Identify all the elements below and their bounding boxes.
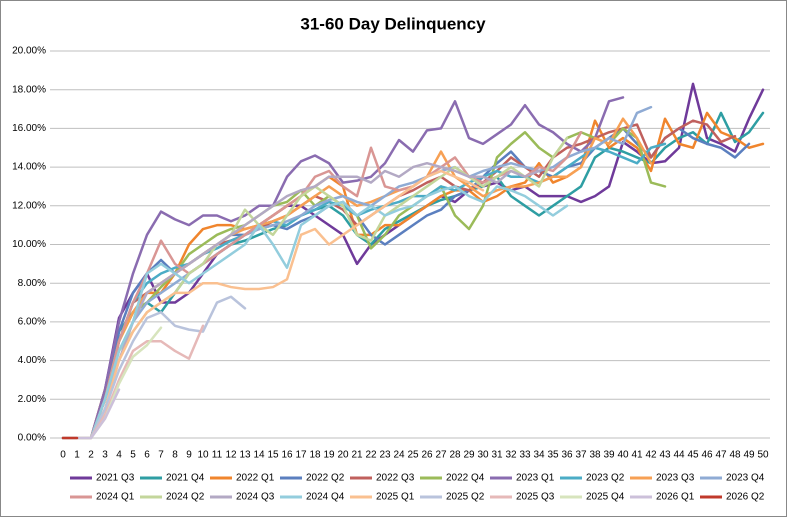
legend-label: 2022 Q4	[446, 473, 485, 484]
y-tick-label: 18.00%	[12, 84, 46, 95]
x-tick-label: 40	[617, 450, 629, 461]
legend-label: 2026 Q2	[726, 492, 765, 503]
x-tick-label: 37	[575, 450, 587, 461]
x-tick-label: 11	[212, 450, 223, 461]
y-tick-label: 2.00%	[18, 394, 46, 405]
x-tick-label: 18	[309, 450, 321, 461]
x-tick-label: 35	[547, 450, 559, 461]
chart-title: 31-60 Day Delinquency	[300, 14, 486, 33]
x-tick-label: 4	[116, 450, 122, 461]
x-tick-label: 23	[379, 450, 391, 461]
legend-label: 2025 Q4	[586, 492, 625, 503]
legend-label: 2024 Q1	[96, 492, 135, 503]
y-tick-label: 6.00%	[18, 317, 46, 328]
x-tick-label: 20	[337, 450, 349, 461]
x-tick-label: 8	[172, 450, 178, 461]
legend-label: 2023 Q2	[586, 473, 625, 484]
x-tick-label: 15	[267, 450, 279, 461]
series-line	[61, 111, 765, 440]
legend-label: 2022 Q2	[306, 473, 345, 484]
x-tick-label: 25	[407, 450, 419, 461]
x-tick-label: 12	[225, 450, 237, 461]
x-tick-label: 0	[60, 450, 66, 461]
x-tick-label: 3	[102, 450, 108, 461]
legend-label: 2022 Q1	[236, 473, 275, 484]
y-tick-label: 0.00%	[18, 433, 46, 444]
x-tick-label: 42	[645, 450, 657, 461]
x-tick-label: 13	[239, 450, 251, 461]
x-tick-label: 44	[673, 450, 685, 461]
x-tick-label: 33	[519, 450, 531, 461]
x-tick-label: 1	[74, 450, 80, 461]
x-tick-label: 29	[463, 450, 475, 461]
x-tick-label: 24	[393, 450, 405, 461]
legend-label: 2023 Q4	[726, 473, 765, 484]
x-tick-label: 10	[197, 450, 209, 461]
x-tick-label: 9	[186, 450, 192, 461]
x-tick-label: 16	[281, 450, 293, 461]
legend-label: 2021 Q4	[166, 473, 205, 484]
series-line	[61, 96, 625, 440]
legend-label: 2022 Q3	[376, 473, 415, 484]
x-tick-label: 30	[477, 450, 489, 461]
x-tick-label: 50	[757, 450, 769, 461]
x-tick-label: 46	[701, 450, 713, 461]
legend-label: 2023 Q1	[516, 473, 555, 484]
x-tick-label: 22	[365, 450, 377, 461]
x-tick-label: 32	[505, 450, 517, 461]
x-tick-label: 5	[130, 450, 136, 461]
y-tick-label: 4.00%	[18, 355, 46, 366]
series-line	[61, 161, 541, 440]
x-tick-label: 43	[659, 450, 671, 461]
x-tick-label: 27	[435, 450, 447, 461]
x-tick-label: 38	[589, 450, 601, 461]
x-tick-label: 45	[687, 450, 699, 461]
x-tick-label: 34	[533, 450, 545, 461]
y-tick-label: 16.00%	[12, 123, 46, 134]
series-line	[61, 185, 569, 440]
x-tick-label: 7	[158, 450, 164, 461]
x-tick-label: 28	[449, 450, 461, 461]
x-tick-label: 6	[144, 450, 150, 461]
series-line	[61, 169, 485, 440]
x-tick-label: 21	[351, 450, 363, 461]
x-tick-label: 49	[743, 450, 755, 461]
legend-label: 2026 Q1	[656, 492, 695, 503]
series-line	[61, 105, 653, 440]
x-tick-label: 2	[88, 450, 94, 461]
x-tick-label: 36	[561, 450, 573, 461]
y-tick-label: 12.00%	[12, 200, 46, 211]
legend-label: 2025 Q2	[446, 492, 485, 503]
y-tick-label: 14.00%	[12, 162, 46, 173]
y-tick-label: 20.00%	[12, 46, 46, 57]
x-tick-label: 48	[729, 450, 741, 461]
x-tick-label: 26	[421, 450, 433, 461]
x-tick-label: 39	[603, 450, 615, 461]
y-tick-label: 8.00%	[18, 278, 46, 289]
x-tick-label: 14	[253, 450, 265, 461]
legend-label: 2024 Q4	[306, 492, 345, 503]
legend-label: 2025 Q3	[516, 492, 555, 503]
legend-label: 2025 Q1	[376, 492, 415, 503]
series-line	[61, 142, 667, 440]
y-tick-label: 10.00%	[12, 239, 46, 250]
legend-label: 2024 Q2	[166, 492, 205, 503]
legend-label: 2023 Q3	[656, 473, 695, 484]
x-tick-label: 17	[295, 450, 307, 461]
x-tick-label: 31	[491, 450, 503, 461]
legend-label: 2021 Q3	[96, 473, 135, 484]
x-tick-label: 47	[715, 450, 727, 461]
x-tick-label: 19	[323, 450, 335, 461]
x-tick-label: 41	[631, 450, 643, 461]
legend-label: 2024 Q3	[236, 492, 275, 503]
